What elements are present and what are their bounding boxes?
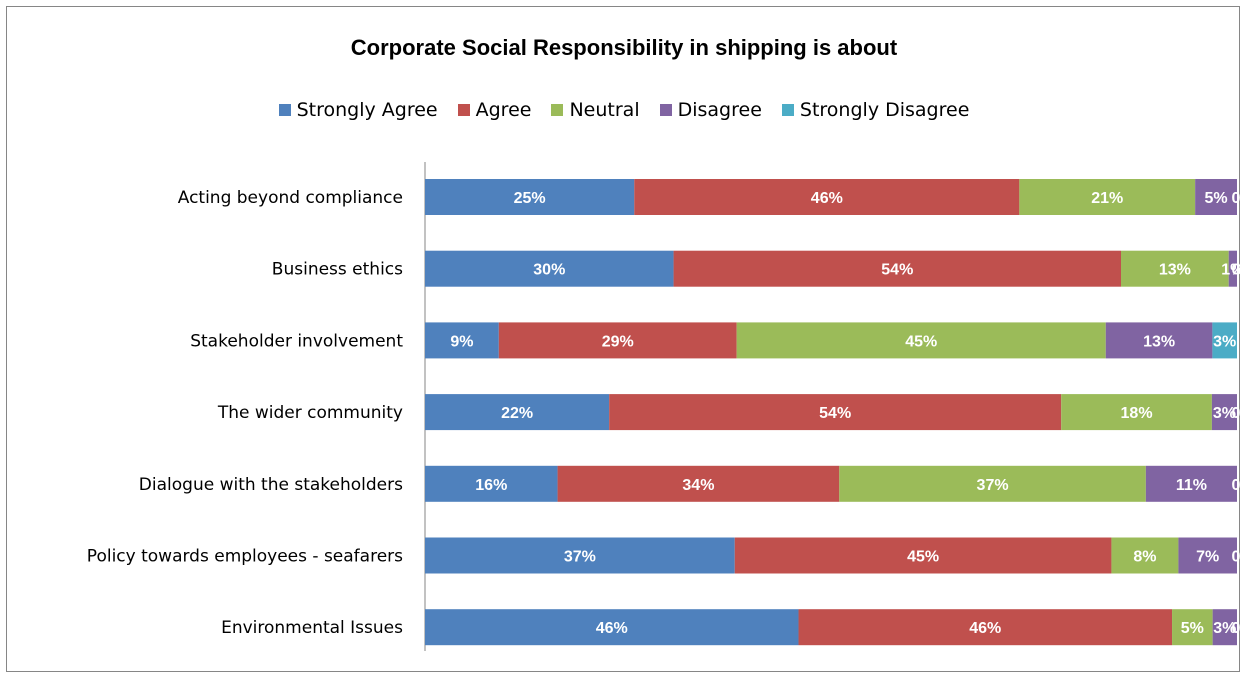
bar-segment-agree (734, 537, 1112, 574)
data-label: 46% (596, 620, 628, 637)
data-label: 11% (1176, 477, 1207, 494)
data-label: 3% (1213, 620, 1236, 637)
legend-item-agree: Agree (457, 99, 532, 121)
data-label: 22% (501, 405, 533, 422)
bar-segment-strongly-agree (425, 537, 735, 574)
bar-segment-disagree (1211, 394, 1237, 431)
bar-segment-disagree (1228, 250, 1237, 287)
data-label: 7% (1196, 549, 1219, 566)
category-label: Policy towards employees - seafarers (87, 547, 403, 567)
bar-segment-agree (557, 465, 840, 502)
chart-title: Corporate Social Responsibility in shipp… (350, 35, 898, 60)
bar-segment-agree (798, 609, 1173, 646)
bar-segment-disagree (1105, 322, 1213, 359)
bar-segment-strongly-disagree (1212, 322, 1237, 359)
data-label: 0% (1231, 620, 1241, 637)
data-label: 13% (1143, 333, 1175, 350)
bar-segment-agree (673, 250, 1121, 287)
bar-segment-neutral (736, 322, 1106, 359)
data-label: 1% (1221, 262, 1241, 279)
data-label: 0% (1231, 190, 1241, 207)
data-label: 5% (1181, 620, 1204, 637)
data-label: 37% (564, 549, 596, 566)
legend-swatch (551, 104, 564, 116)
chart-frame: Corporate Social Responsibility in shipp… (6, 6, 1241, 672)
data-label: 25% (514, 190, 546, 207)
bar-segment-neutral (1061, 394, 1212, 431)
category-label: Acting beyond compliance (178, 188, 403, 208)
data-label: 0% (1231, 405, 1241, 422)
bar-segment-neutral (839, 465, 1146, 502)
bar-segment-neutral (1111, 537, 1179, 574)
chart-plot: Acting beyond compliance25%46%21%5%0%Bus… (87, 162, 1241, 651)
data-label: 3% (1213, 405, 1236, 422)
data-label: 5% (1205, 190, 1228, 207)
bar-segment-disagree (1178, 537, 1237, 574)
data-label: 29% (602, 333, 634, 350)
bar-segment-disagree (1145, 465, 1237, 502)
legend-swatch (659, 104, 672, 116)
data-label: 45% (905, 333, 937, 350)
data-label: 30% (533, 262, 565, 279)
data-label: 9% (450, 333, 473, 350)
bar-segment-disagree (1195, 179, 1237, 215)
bar-segment-strongly-agree (425, 609, 799, 646)
chart-legend: Strongly Agree Agree Neutral Disagree Strong… (7, 99, 1241, 121)
data-label: 54% (819, 405, 851, 422)
data-label: 0% (1231, 477, 1241, 494)
bar-segment-agree (498, 322, 737, 359)
legend-item-disagree: Disagree (659, 99, 762, 121)
bar-segment-strongly-agree (425, 250, 674, 287)
data-label: 18% (1121, 405, 1153, 422)
legend-label: Agree (475, 99, 532, 121)
legend-swatch (781, 104, 794, 116)
bar-segment-neutral (1172, 609, 1213, 646)
data-label: 8% (1133, 549, 1156, 566)
category-label: The wider community (217, 403, 403, 423)
legend-label: Neutral (569, 99, 640, 121)
category-label: Business ethics (272, 260, 403, 280)
data-label: 0% (1231, 262, 1241, 279)
bar-segment-disagree (1212, 609, 1237, 646)
data-label: 13% (1159, 262, 1191, 279)
legend-item-strongly-agree: Strongly Agree (278, 99, 438, 121)
category-label: Stakeholder involvement (190, 331, 403, 351)
data-label: 46% (969, 620, 1001, 637)
bar-segment-neutral (1019, 179, 1196, 215)
legend-item-neutral: Neutral (551, 99, 640, 121)
legend-label: Strongly Disagree (799, 99, 970, 121)
bar-segment-agree (634, 179, 1020, 215)
data-label: 46% (811, 190, 843, 207)
bar-segment-strongly-agree (425, 394, 610, 431)
bar-segment-strongly-agree (425, 179, 635, 215)
data-label: 54% (881, 262, 913, 279)
data-label: 34% (682, 477, 714, 494)
legend-item-strongly-disagree: Strongly Disagree (781, 99, 970, 121)
category-label: Dialogue with the stakeholders (139, 475, 403, 495)
data-label: 45% (907, 549, 939, 566)
data-label: 16% (475, 477, 507, 494)
legend-label: Disagree (677, 99, 762, 121)
data-label: 21% (1091, 190, 1123, 207)
category-label: Environmental Issues (221, 618, 403, 638)
bar-segment-agree (609, 394, 1062, 431)
data-label: 3% (1213, 333, 1236, 350)
legend-label: Strongly Agree (296, 99, 438, 121)
data-label: 0% (1231, 549, 1241, 566)
legend-swatch (278, 104, 291, 116)
bar-segment-strongly-agree (425, 322, 499, 359)
bar-segment-neutral (1121, 250, 1229, 287)
legend-swatch (457, 104, 470, 116)
data-label: 37% (977, 477, 1009, 494)
bar-segment-strongly-agree (425, 465, 558, 502)
